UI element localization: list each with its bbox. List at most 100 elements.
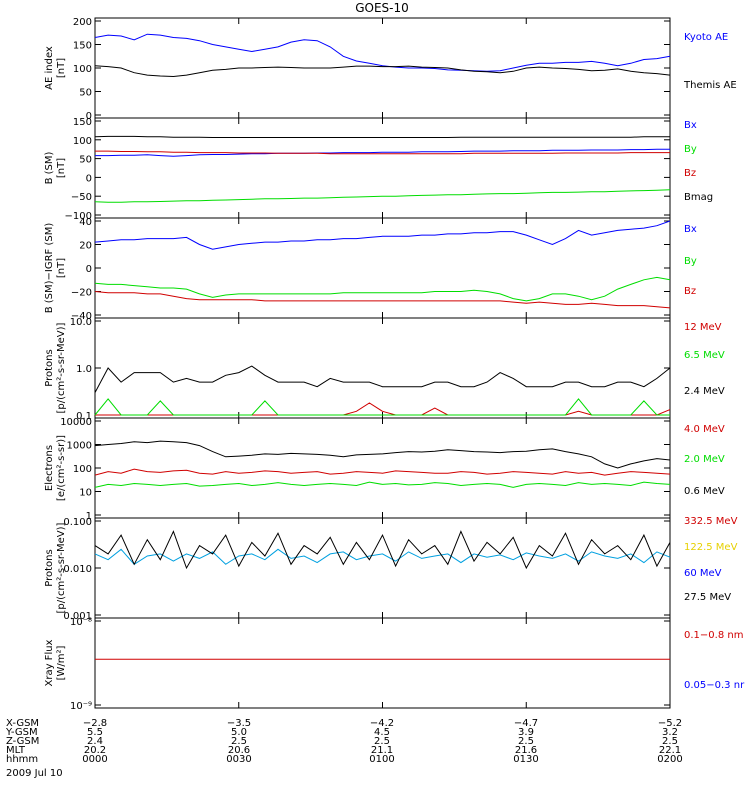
footer-value: 3.2 bbox=[662, 727, 678, 738]
footer-value: 5.0 bbox=[231, 727, 247, 738]
legend-label: 60 MeV bbox=[684, 568, 722, 579]
panel-6: 10⁻⁸ 10⁻⁹ Xray Flux [W/m²] 0.1−0.8 nm 0.05−0.… bbox=[44, 617, 745, 712]
y-tick-label: 100 bbox=[73, 64, 92, 75]
panel-frame bbox=[94, 217, 671, 319]
y-axis-label: AE index bbox=[44, 46, 55, 90]
y-tick-label: 40 bbox=[79, 217, 92, 228]
legend-label: 4.0 MeV bbox=[684, 424, 725, 435]
y-tick-label: 50 bbox=[79, 155, 92, 166]
y-axis-label: [nT] bbox=[56, 258, 67, 278]
y-tick-label: 0.1 bbox=[76, 411, 92, 422]
footer-value: 4.5 bbox=[374, 727, 390, 738]
y-tick-label: 10.0 bbox=[70, 317, 92, 328]
panel-frame bbox=[94, 17, 671, 119]
panel-frame bbox=[94, 417, 671, 519]
footer-value: 0200 bbox=[657, 754, 682, 765]
y-axis-label: B (SM)−IGRF (SM) bbox=[44, 223, 55, 314]
legend-label: By bbox=[684, 256, 697, 267]
legend-label: Bz bbox=[684, 168, 696, 179]
footer-value: 0000 bbox=[82, 754, 107, 765]
y-axis-label: Xray Flux bbox=[44, 639, 55, 686]
y-tick-label: 0 bbox=[86, 264, 92, 275]
y-axis-label: [W/m²] bbox=[56, 645, 67, 680]
footer-value: −3.5 bbox=[227, 718, 251, 729]
y-tick-label: 10 bbox=[79, 488, 92, 499]
footer-row-label: X-GSM bbox=[6, 718, 39, 729]
y-axis-label: [p/(cm²-s-sr-MeV)] bbox=[56, 522, 67, 613]
footer-value: −4.2 bbox=[370, 718, 394, 729]
series-line-4-0-MeV bbox=[94, 468, 671, 476]
series-line-By bbox=[94, 276, 671, 302]
footer-value: 3.9 bbox=[518, 727, 534, 738]
panel-1: 150 100 50 0 −50 −100 B (SM) [nT] Bx By Bz Bmag bbox=[44, 117, 713, 222]
y-tick-label: 150 bbox=[73, 41, 92, 52]
panel-4: 10000 1000 100 10 1 Electrons [e/(cm²-s-sr)] 4.… bbox=[44, 417, 725, 522]
y-tick-label: 100 bbox=[73, 136, 92, 147]
series-line-Themis-AE bbox=[94, 65, 671, 78]
legend-label: By bbox=[684, 144, 697, 155]
footer-row-label: Y-GSM bbox=[5, 727, 38, 738]
legend-label: Bmag bbox=[684, 192, 713, 203]
y-axis-label: B (SM) bbox=[44, 151, 55, 184]
y-axis-label: [nT] bbox=[56, 158, 67, 178]
series-line-0-6-MeV bbox=[94, 440, 671, 469]
y-tick-label: 100 bbox=[73, 464, 92, 475]
footer-value: 2.5 bbox=[231, 736, 247, 747]
footer-row-label: Z-GSM bbox=[6, 736, 39, 747]
panel-3: 10.0 1.0 0.1 Protons [p/(cm²-s-sr-MeV)] 12 Me… bbox=[44, 317, 725, 422]
panel-frame bbox=[94, 117, 671, 219]
y-tick-label: 0.100 bbox=[63, 517, 92, 528]
y-tick-label: 10⁻⁸ bbox=[70, 617, 92, 628]
series-line-2-0-MeV bbox=[94, 481, 671, 488]
footer-date: 2009 Jul 10 bbox=[6, 768, 63, 779]
footer-row-label: hhmm bbox=[6, 754, 38, 765]
legend-label: 0.1−0.8 nm bbox=[684, 630, 743, 641]
legend-label: Bx bbox=[684, 120, 697, 131]
legend-label: 2.4 MeV bbox=[684, 386, 725, 397]
footer-value: 2.5 bbox=[374, 736, 390, 747]
legend-label: 332.5 MeV bbox=[684, 516, 738, 527]
legend-label: Bx bbox=[684, 224, 697, 235]
legend-label: 2.0 MeV bbox=[684, 454, 725, 465]
panel-2: 40 20 0 −20 −40 B (SM)−IGRF (SM) [nT] Bx By Bz bbox=[44, 217, 697, 322]
footer-value: 21.6 bbox=[515, 745, 537, 756]
panel-frame bbox=[94, 517, 671, 619]
y-tick-label: 10000 bbox=[60, 417, 92, 428]
y-tick-label: 1 bbox=[86, 511, 92, 522]
legend-label: Kyoto AE bbox=[684, 32, 728, 43]
y-axis-label: Protons bbox=[44, 349, 55, 386]
panel-frame bbox=[94, 617, 671, 709]
series-line-27-5-MeV bbox=[94, 530, 671, 570]
y-axis-label: [nT] bbox=[56, 58, 67, 78]
y-tick-label: 0 bbox=[86, 173, 92, 184]
legend-label: Themis AE bbox=[683, 80, 737, 91]
series-line-Bz bbox=[94, 291, 671, 309]
footer-value: 20.2 bbox=[84, 745, 106, 756]
footer-value: 20.6 bbox=[228, 745, 250, 756]
footer-value: 5.5 bbox=[87, 727, 103, 738]
legend-label: 12 MeV bbox=[684, 322, 722, 333]
series-line-Bmag bbox=[94, 135, 670, 138]
y-tick-label: −40 bbox=[71, 311, 92, 322]
y-tick-label: 1000 bbox=[67, 441, 92, 452]
footer-value: −2.8 bbox=[83, 718, 107, 729]
series-line-60-MeV bbox=[94, 548, 671, 565]
y-axis-label: Electrons bbox=[44, 445, 55, 491]
y-tick-label: −100 bbox=[65, 211, 92, 222]
y-axis-label: [p/(cm²-s-sr-MeV)] bbox=[56, 322, 67, 413]
y-tick-label: 0.010 bbox=[63, 564, 92, 575]
series-line-Bx bbox=[94, 220, 671, 250]
y-tick-label: 1.0 bbox=[76, 364, 92, 375]
y-tick-label: 0 bbox=[86, 111, 92, 122]
panel-frame bbox=[94, 317, 671, 419]
y-tick-label: 20 bbox=[79, 241, 92, 252]
footer-value: 2.5 bbox=[518, 736, 534, 747]
panel-0: 200 150 100 50 0 AE index [nT] Kyoto AE Themis A… bbox=[44, 17, 737, 122]
footer-value: 0030 bbox=[226, 754, 251, 765]
y-axis-label: Protons bbox=[44, 549, 55, 586]
y-axis-label: [e/(cm²-s-sr)] bbox=[56, 435, 67, 501]
panel-5: 0.100 0.010 0.001 Protons [p/(cm²-s-sr-MeV)]… bbox=[44, 516, 738, 622]
footer-value: −4.7 bbox=[514, 718, 538, 729]
legend-label: Bz bbox=[684, 286, 696, 297]
